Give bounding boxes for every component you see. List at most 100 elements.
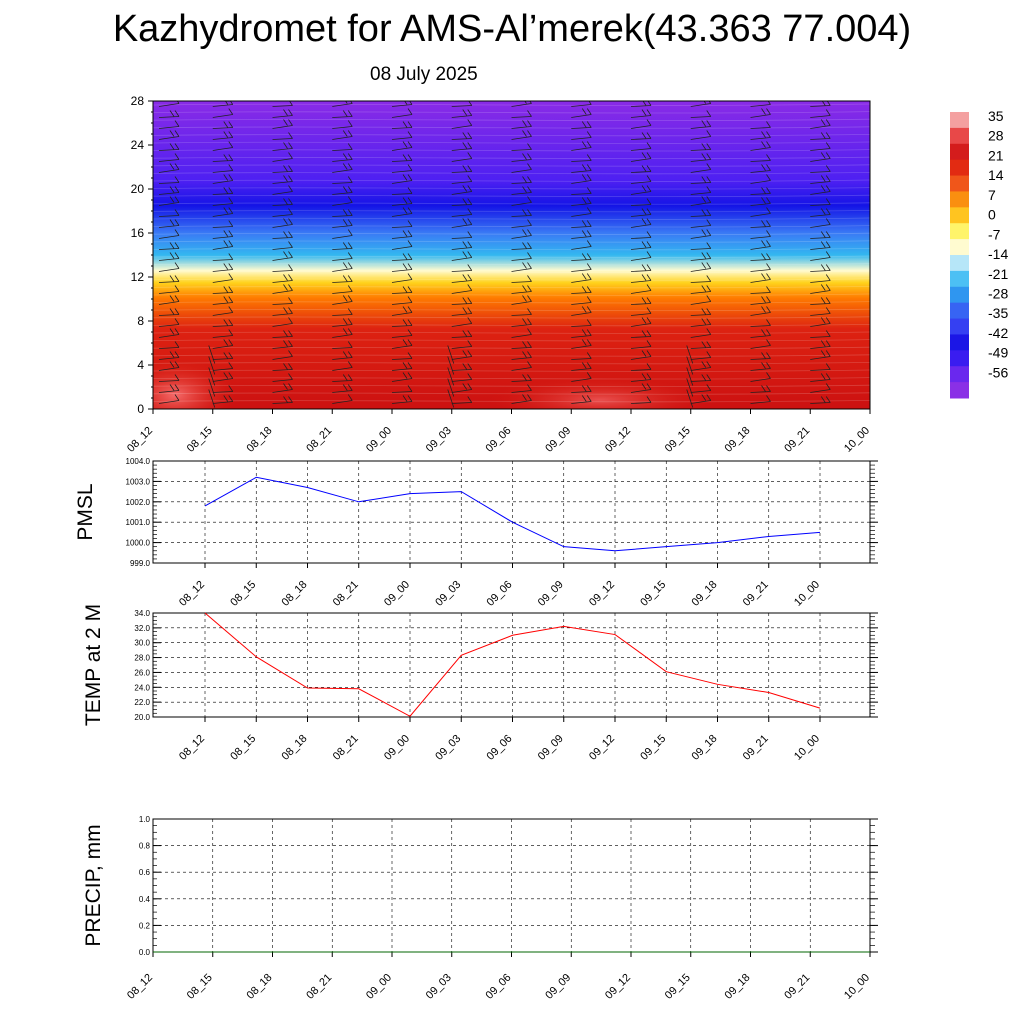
wind-barb xyxy=(332,384,353,393)
x-tick-label: 08_21 xyxy=(304,972,334,1002)
isoline xyxy=(153,384,870,388)
y-axis-title: PMSL xyxy=(74,483,97,540)
y-tick-label: 22.0 xyxy=(134,698,150,707)
wind-barb xyxy=(869,194,870,195)
isoline xyxy=(153,232,870,236)
wind-barb xyxy=(332,295,353,305)
wind-barb xyxy=(447,345,473,364)
y-tick-label: 8 xyxy=(137,314,144,328)
y-tick-label: 30.0 xyxy=(134,639,150,648)
wind-barb xyxy=(690,328,712,338)
wind-barb xyxy=(750,141,771,151)
isoline xyxy=(153,354,870,357)
isoline xyxy=(153,149,870,152)
wind-barb xyxy=(332,242,353,250)
wind-barb xyxy=(630,383,652,393)
wind-barb xyxy=(332,361,353,371)
x-tick-label: 09_15 xyxy=(638,733,668,763)
panel-frame xyxy=(152,460,871,564)
wind-barb xyxy=(391,362,413,371)
wind-barb xyxy=(630,231,652,239)
wind-barb xyxy=(158,101,180,107)
wind-barb xyxy=(272,142,293,151)
wind-barb xyxy=(272,251,293,261)
wind-barb xyxy=(212,174,234,184)
wind-barb xyxy=(158,153,180,162)
wind-barb xyxy=(630,109,652,118)
x-tick-label: 08_18 xyxy=(245,425,275,455)
wind-barb xyxy=(810,185,831,195)
wind-barb xyxy=(750,197,771,206)
wind-barb xyxy=(511,351,532,360)
wind-barb xyxy=(750,253,771,261)
wind-barb xyxy=(750,319,771,327)
y-tick-label: 1001.0 xyxy=(126,518,151,527)
wind-barb xyxy=(571,372,592,382)
wind-barb xyxy=(332,209,353,217)
wind-barb xyxy=(272,383,293,393)
y-tick-label: 0.6 xyxy=(139,868,151,877)
wind-barb xyxy=(391,352,413,360)
colorbar-swatch xyxy=(950,318,969,335)
chart-title: Kazhydromet for AMS-Al’merek(43.363 77.0… xyxy=(112,8,912,50)
wind-barb xyxy=(571,197,592,206)
wind-barb xyxy=(750,230,771,239)
isoline xyxy=(153,369,870,372)
wind-barb xyxy=(272,284,293,294)
isoline xyxy=(153,240,870,243)
wind-barb xyxy=(630,396,652,404)
wind-barb xyxy=(451,119,473,129)
wind-barb xyxy=(750,339,771,349)
wind-barb xyxy=(451,297,473,305)
wind-barb xyxy=(571,385,592,393)
wind-barb xyxy=(451,175,473,184)
isoline xyxy=(153,270,870,274)
wind-barb xyxy=(810,101,831,107)
wind-barb xyxy=(447,356,473,375)
wind-barb xyxy=(690,130,712,140)
wind-barb xyxy=(332,163,353,173)
wind-barb xyxy=(630,175,652,184)
wind-barb xyxy=(690,143,712,151)
wind-barb xyxy=(630,132,652,140)
wind-barb xyxy=(511,308,532,316)
wind-barb xyxy=(750,174,771,184)
wind-barb xyxy=(511,186,532,195)
x-tick-label: 08_18 xyxy=(280,579,310,609)
wind-barb xyxy=(750,164,771,173)
wind-barb xyxy=(332,351,353,360)
wind-barb xyxy=(332,252,353,261)
wind-barb xyxy=(511,176,532,184)
wind-barb xyxy=(391,131,413,140)
x-tick-label: 09_18 xyxy=(690,579,720,609)
wind-barb xyxy=(158,361,180,371)
wind-barb xyxy=(511,384,532,393)
colorbar-swatch xyxy=(950,175,969,192)
wind-barb xyxy=(391,329,413,338)
isoline xyxy=(153,400,870,403)
wind-barb xyxy=(212,253,234,261)
wind-barb xyxy=(332,196,353,206)
wind-barb xyxy=(158,318,180,327)
wind-barb xyxy=(391,273,413,283)
wind-barb xyxy=(571,352,592,360)
wind-barb xyxy=(511,130,532,140)
wind-barb xyxy=(690,186,712,195)
x-tick-label: 10_00 xyxy=(842,425,872,455)
wind-barb xyxy=(690,295,712,305)
x-tick-label: 09_15 xyxy=(638,579,668,609)
wind-barb xyxy=(690,318,712,327)
wind-barb xyxy=(869,216,870,217)
wind-barb xyxy=(391,372,413,382)
wind-barb xyxy=(630,251,652,261)
colorbar-label: -28 xyxy=(988,286,1008,302)
isoline xyxy=(153,255,870,258)
wind-barb xyxy=(158,341,180,349)
wind-barb xyxy=(690,176,712,184)
isoline xyxy=(153,362,870,365)
wind-barb xyxy=(391,174,413,184)
wind-barb xyxy=(272,109,293,118)
wind-barb xyxy=(571,286,592,294)
wind-barb xyxy=(686,389,712,408)
wind-barb xyxy=(630,350,652,360)
